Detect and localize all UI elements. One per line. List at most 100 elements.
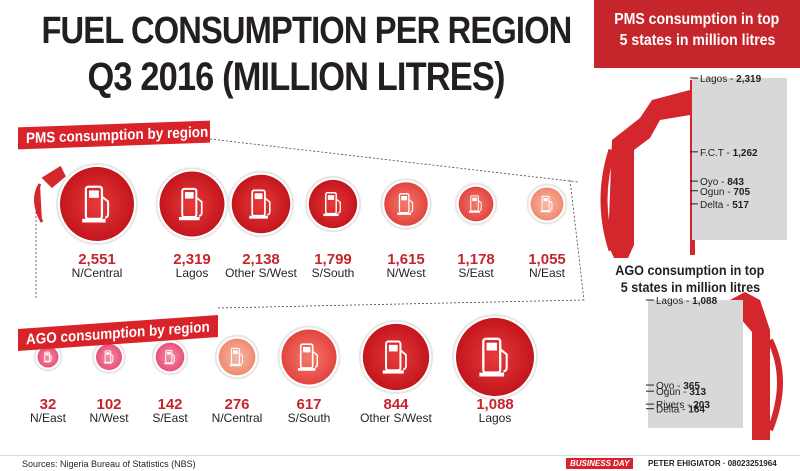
side-pms-title-line2: 5 states in million litres [619,32,775,49]
pms-top5-pillar [692,78,787,240]
fuel-pump-icon [540,195,553,213]
pms-top5-bar-chart: Lagos - 2,319 F.C.T - 1,262 Oyo - 843Ogun … [690,74,787,240]
ago-region-label: N/West [89,411,129,425]
ago-bubble: 32N/East [30,342,67,425]
pms-bubble-mark [458,186,494,222]
pms-value-label: 2,319 [173,251,211,268]
ago-bubble-mark [95,343,123,371]
fuel-pump-icon [164,349,175,365]
pms-region-label: N/West [386,266,426,280]
ago-region-label: S/South [288,411,331,425]
ago-value-label: 32 [40,396,57,413]
pms-bubble-mark [308,179,358,229]
pms-bubble-mark [530,187,564,221]
ago-top5-bar-row: Ogun - 313 [646,387,706,398]
pms-value-label: 2,551 [78,251,116,268]
ago-top5-bar-row: Rivers - 203 [646,400,710,411]
ago-value-label: 276 [224,396,249,413]
side-pms-title: PMS consumption in top 5 states in milli… [594,0,800,68]
ago-value-label: 617 [296,396,321,413]
page-title-line2: Q3 2016 (MILLION LITRES) [87,55,505,99]
page-title-line1: FUEL CONSUMPTION PER REGION [41,10,572,52]
pms-top5-bar-row: Ogun - 705 [690,187,750,198]
ago-top5-pillar [648,300,743,428]
pms-top5-bar-label: Ogun - 705 [700,187,750,198]
ago-top5-bar-label: Ogun - 313 [656,387,706,398]
ago-region-label: S/East [152,411,188,425]
ago-region-label: N/East [30,411,67,425]
pms-top5-bar-label: Oyo - 843 [700,177,744,188]
fuel-pump-icon [469,195,482,213]
fuel-nozzle-icon [690,292,783,440]
pms-region-label: S/South [312,266,355,280]
footer-source: Sources: Nigeria Bureau of Statistics (N… [22,459,196,469]
ago-top5-bar-row: Oyo - 365 [646,381,700,392]
ago-top5-bar-row: Lagos - 1,088 [646,296,718,307]
pms-value-label: 2,138 [242,251,280,268]
ago-value-label: 844 [383,396,409,413]
ago-top5-bar-label: Oyo - 365 [656,381,700,392]
ago-bubble-mark [456,318,534,396]
fuel-pump-icon [397,193,414,215]
side-ago-title-line1: AGO consumption in top [615,262,765,278]
ago-value-label: 102 [96,396,121,413]
pms-top5-bar-label: F.C.T - 1,262 [700,148,758,159]
pms-region-label: N/East [529,266,566,280]
pms-value-label: 1,178 [457,251,495,268]
fuel-nozzle-icon [600,80,695,258]
ago-region-label: N/Central [212,411,263,425]
pms-region-label: N/Central [72,266,123,280]
ago-bubble-mark [37,346,59,368]
pms-bubble-mark [60,167,134,241]
ago-value-label: 1,088 [476,396,514,413]
pms-top5-bar-row: Oyo - 843 [690,177,744,188]
pms-bubble-mark [159,171,225,237]
pms-bubble-mark [231,174,291,234]
ago-bubble-mark [155,342,185,372]
pms-section-label-text: PMS consumption by region [26,123,209,148]
fuel-pump-icon [249,189,271,219]
fuel-pump-icon [479,337,508,377]
guide-lines [35,138,585,309]
fuel-nozzle-icon [34,165,66,223]
fuel-pump-icon [323,192,341,217]
footer: Sources: Nigeria Bureau of Statistics (N… [0,455,800,471]
ago-top5-bar-label: Delta - 164 [656,405,705,416]
pms-value-label: 1,615 [387,251,425,268]
ago-region-label: Lagos [479,411,512,425]
ago-region-label: Other S/West [360,411,432,425]
pms-bubble-mark [384,182,428,226]
pms-region-label: Lagos [176,266,209,280]
footer-brand-logo: BUSINESS DAY [566,458,634,469]
fuel-pump-icon [229,347,244,367]
ago-value-label: 142 [157,396,182,413]
ago-top5-bar-label: Lagos - 1,088 [656,296,718,307]
pms-region-label: S/East [458,266,494,280]
pms-value-label: 1,799 [314,251,352,268]
footer-credit: PETER EHIGIATOR · 08023251964 [648,459,777,468]
pms-region-label: Other S/West [225,266,297,280]
pms-top5-bar-row: Lagos - 2,319 [690,74,762,85]
ago-top5-bar-label: Rivers - 203 [656,400,710,411]
fuel-pump-icon [297,343,318,371]
pms-top5-bar-label: Lagos - 2,319 [700,74,762,85]
ago-bubble-mark [218,338,256,376]
fuel-pump-icon [43,351,52,363]
ago-bubble-mark [362,323,430,391]
pms-value-label: 1,055 [528,251,566,268]
pms-top5-bar-label: Delta - 517 [700,200,749,211]
pms-top5-bar-row: F.C.T - 1,262 [690,148,758,159]
fuel-pump-icon [179,187,203,221]
